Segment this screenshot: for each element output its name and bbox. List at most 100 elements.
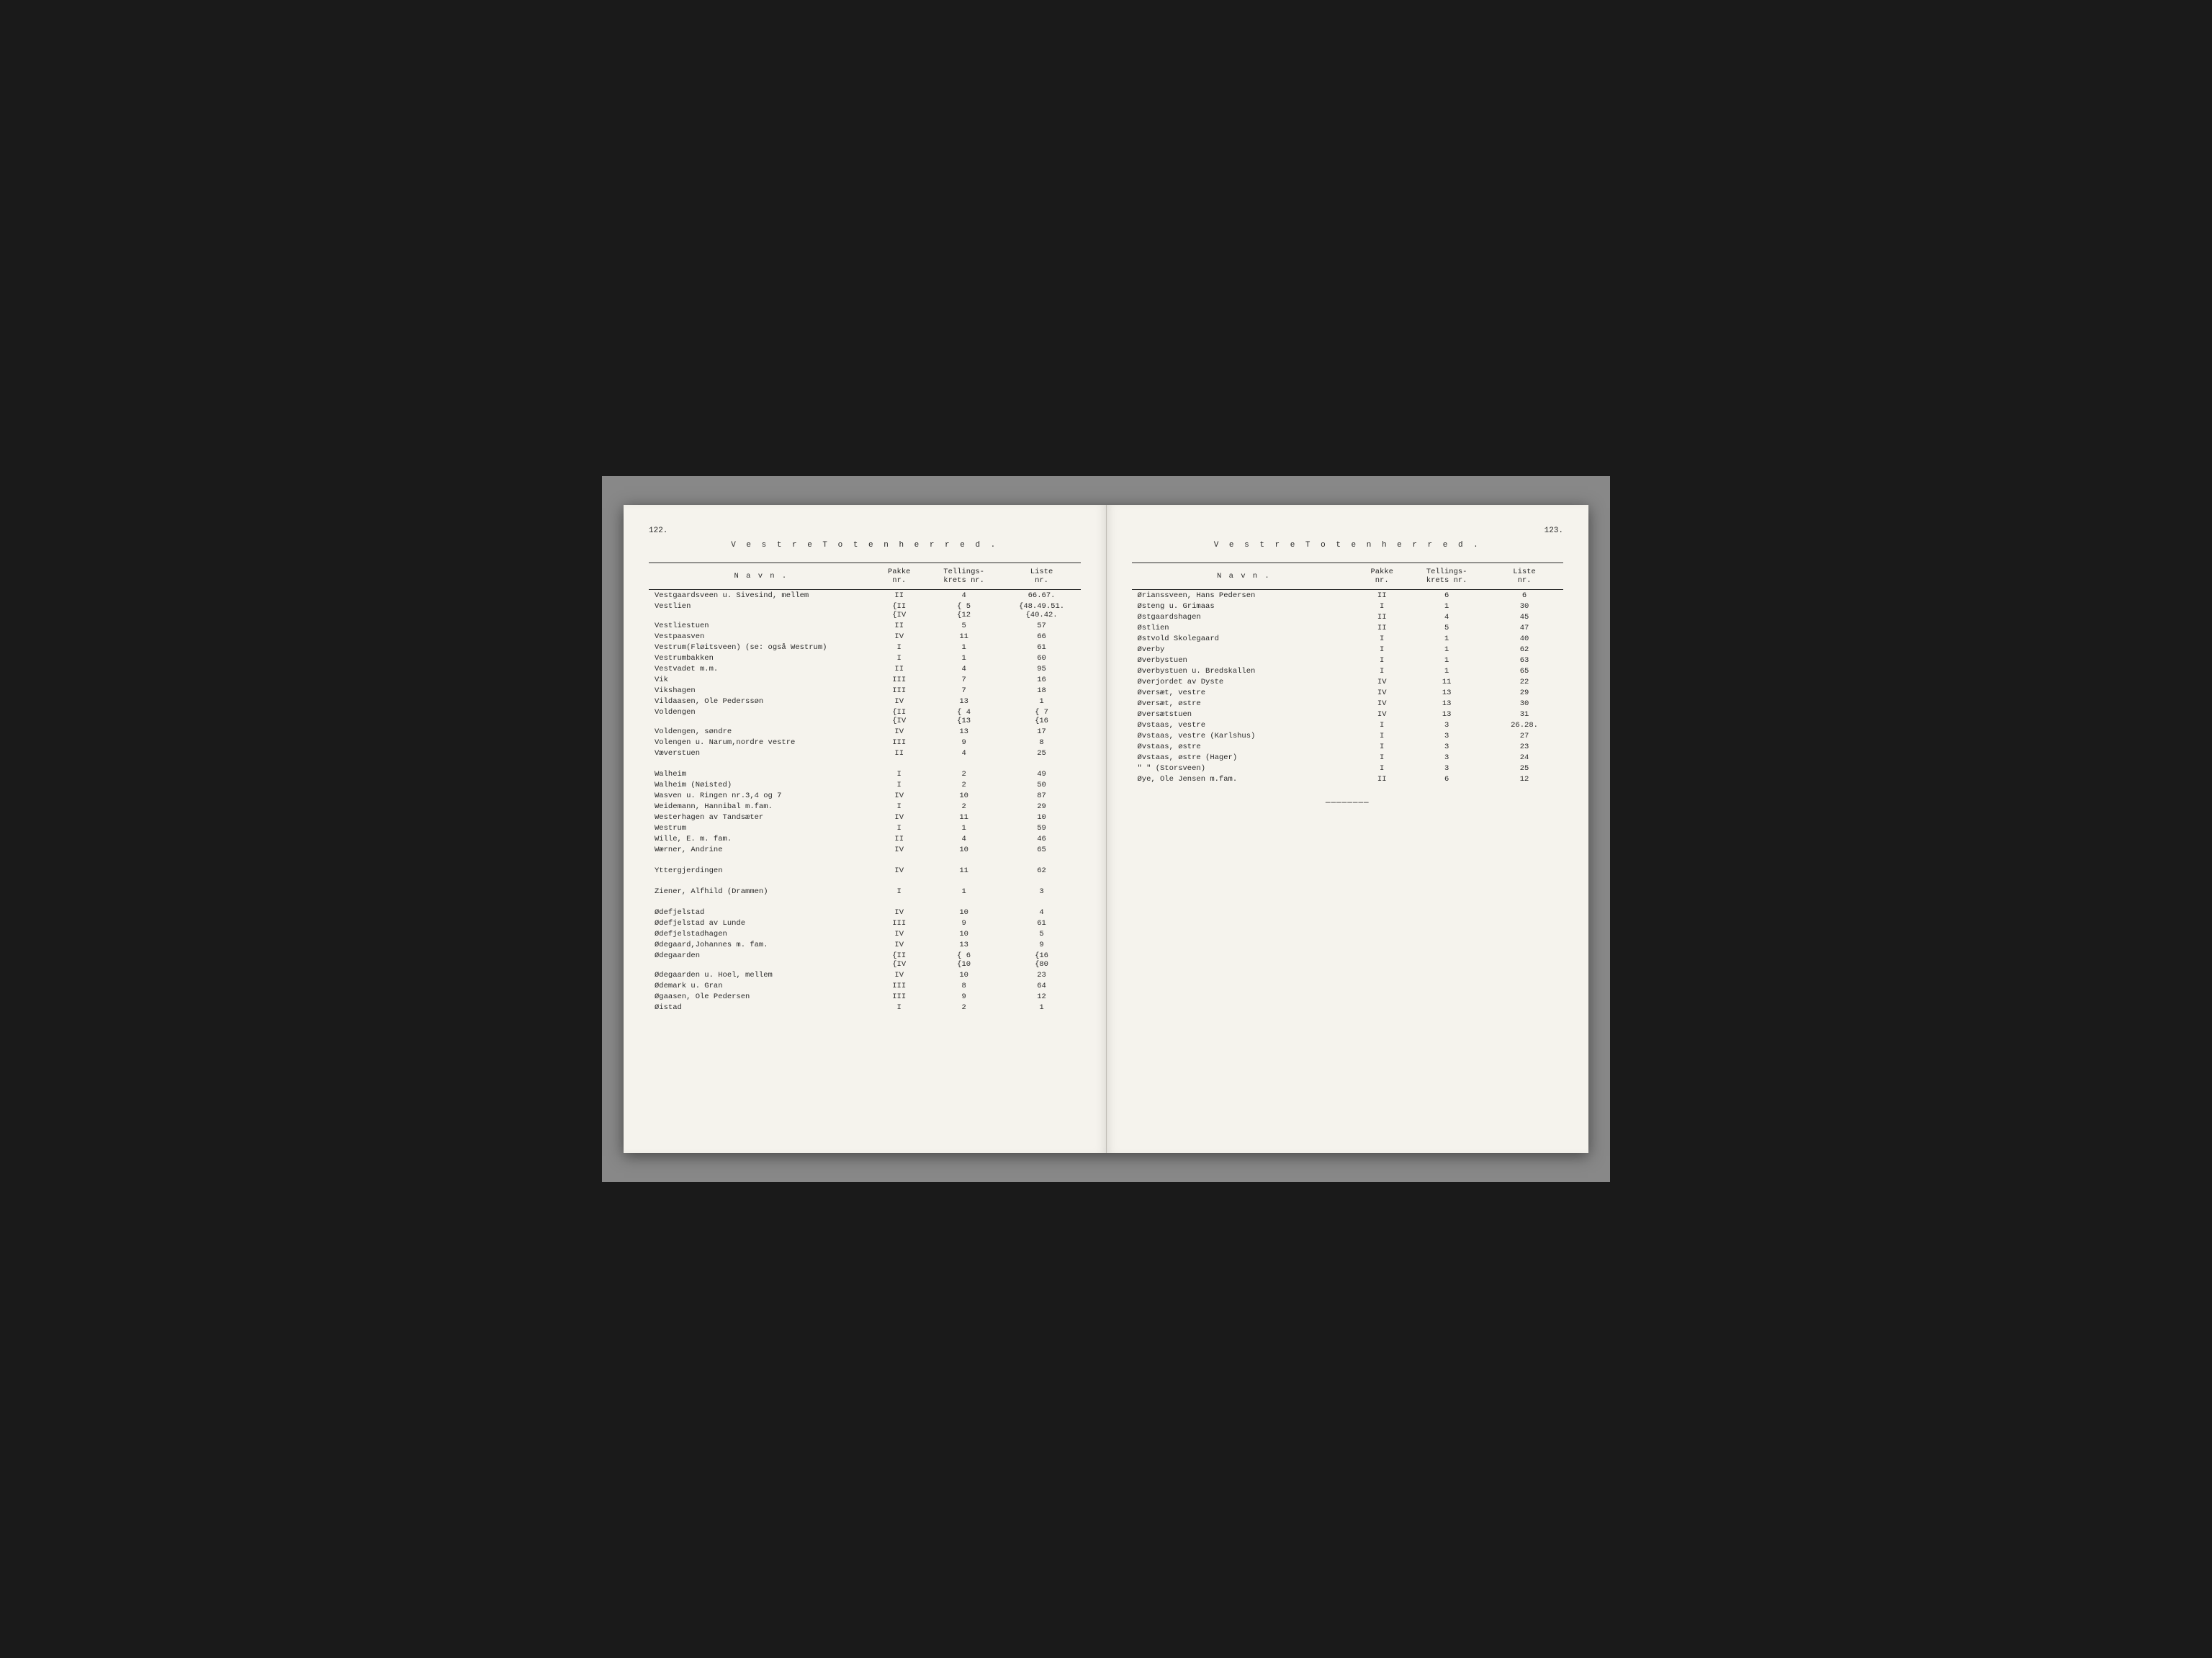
cell: I [873,1002,925,1013]
cell: 4 [1003,907,1081,918]
cell: Ødegaarden [649,950,873,969]
cell: IV [873,907,925,918]
cell: 66 [1003,631,1081,642]
cell: Ødegaard,Johannes m. fam. [649,939,873,950]
cell: Øverby [1132,644,1357,655]
col-liste: Liste nr. [1003,563,1081,590]
cell: Øvstaas, vestre [1132,720,1357,730]
cell: Westrum [649,823,873,833]
cell: { 6 {10 [925,950,1003,969]
table-row: VestrumbakkenI160 [649,653,1081,663]
cell: II [1356,774,1408,784]
cell: I [873,642,925,653]
table-row: Ødemark u. GranIII864 [649,980,1081,991]
table-row: Øvstaas, østreI323 [1132,741,1564,752]
table-row: Wasven u. Ringen nr.3,4 og 7IV1087 [649,790,1081,801]
table-row: Wærner, AndrineIV1065 [649,844,1081,855]
table-row [649,897,1081,907]
cell: 61 [1003,918,1081,928]
cell: 6 [1408,590,1485,601]
cell: III [873,685,925,696]
table-row: Øye, Ole Jensen m.fam.II612 [1132,774,1564,784]
cell: 60 [1003,653,1081,663]
cell: 4 [925,590,1003,601]
cell: Østeng u. Grimaas [1132,601,1357,611]
cell: Vestgaardsveen u. Sivesind, mellem [649,590,873,601]
cell: Ødefjelstadhagen [649,928,873,939]
cell: I [873,653,925,663]
cell: 9 [925,918,1003,928]
table-row: Vestrum(Fløitsveen) (se: også Westrum)I1… [649,642,1081,653]
cell: 13 [1408,709,1485,720]
cell: 10 [1003,812,1081,823]
cell: Weidemann, Hannibal m.fam. [649,801,873,812]
table-row: Weidemann, Hannibal m.fam.I229 [649,801,1081,812]
cell: { 5 {12 [925,601,1003,620]
cell: II [873,590,925,601]
cell: 12 [1485,774,1563,784]
cell: IV [873,928,925,939]
cell: Øye, Ole Jensen m.fam. [1132,774,1357,784]
cell: 4 [925,663,1003,674]
cell: I [1356,601,1408,611]
cell: 11 [925,812,1003,823]
table-row: ØstlienII547 [1132,622,1564,633]
cell: 2 [925,779,1003,790]
table-row: Vestgaardsveen u. Sivesind, mellemII466.… [649,590,1081,601]
header-row: N a v n . Pakke nr. Tellings- krets nr. … [649,563,1081,590]
table-row: VikshagenIII718 [649,685,1081,696]
cell: 2 [925,801,1003,812]
cell: 3 [1408,752,1485,763]
page-number-left: 122. [649,526,1081,535]
table-row [649,876,1081,886]
cell: IV [873,939,925,950]
cell: Vestliestuen [649,620,873,631]
cell: I [1356,655,1408,666]
cell: 6 [1485,590,1563,601]
cell: Voldengen, søndre [649,726,873,737]
table-row: Østeng u. GrimaasI130 [1132,601,1564,611]
table-row: Vestvadet m.m.II495 [649,663,1081,674]
cell: 1 [1408,655,1485,666]
table-row: ØdefjelstadIV104 [649,907,1081,918]
cell: 64 [1003,980,1081,991]
cell: I [873,768,925,779]
cell: IV [873,969,925,980]
table-row: Ørianssveen, Hans PedersenII66 [1132,590,1564,601]
cell: Volengen u. Narum,nordre vestre [649,737,873,748]
cell: 29 [1003,801,1081,812]
cell: II [1356,611,1408,622]
cell: 26.28. [1485,720,1563,730]
table-row: WestrumI159 [649,823,1081,833]
cell: Væverstuen [649,748,873,758]
cell: IV [873,631,925,642]
cell: Vik [649,674,873,685]
table-row: Westerhagen av TandsæterIV1110 [649,812,1081,823]
cell: IV [873,812,925,823]
table-row: Øversæt, vestreIV1329 [1132,687,1564,698]
table-row: Ødefjelstad av LundeIII961 [649,918,1081,928]
cell: IV [873,844,925,855]
cell: 3 [1408,763,1485,774]
cell: I [873,779,925,790]
table-row: Østvold SkolegaardI140 [1132,633,1564,644]
cell: 9 [1003,939,1081,950]
cell: 4 [925,748,1003,758]
cell: 27 [1485,730,1563,741]
cell: Yttergjerdingen [649,865,873,876]
table-row: Volengen u. Narum,nordre vestreIII98 [649,737,1081,748]
col-liste: Liste nr. [1485,563,1563,590]
table-row: ØverbystuenI163 [1132,655,1564,666]
table-row: VestliestuenII557 [649,620,1081,631]
table-row: ØistadI21 [649,1002,1081,1013]
table-row: VæverstuenII425 [649,748,1081,758]
cell: I [1356,763,1408,774]
cell: 1 [1408,644,1485,655]
cell: Vestlien [649,601,873,620]
cell: 9 [925,991,1003,1002]
cell: I [873,801,925,812]
table-row: Voldengen, søndreIV1317 [649,726,1081,737]
table-row: Øverjordet av DysteIV1122 [1132,676,1564,687]
cell: 1 [925,642,1003,653]
cell: IV [1356,709,1408,720]
